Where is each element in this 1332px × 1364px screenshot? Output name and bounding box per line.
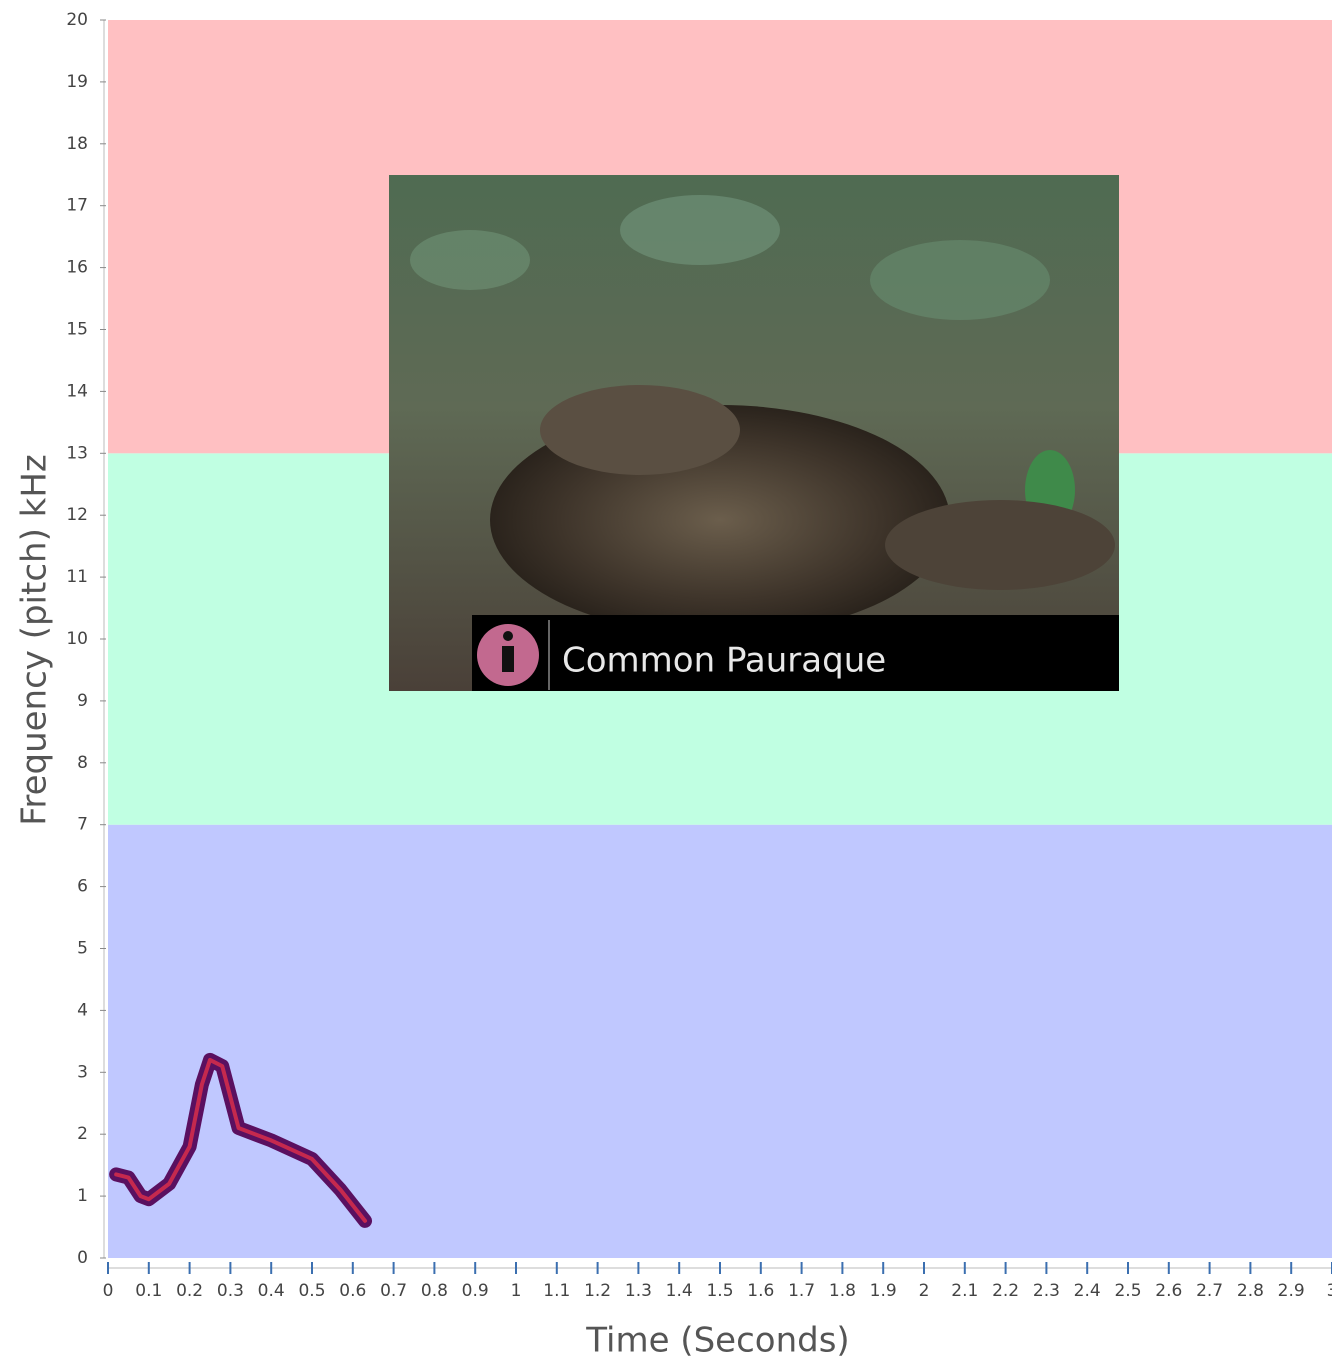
x-tick-label: 2.5: [1114, 1281, 1141, 1301]
x-axis-title: Time (Seconds): [585, 1321, 849, 1361]
x-tick-label: 3: [1327, 1281, 1332, 1301]
y-tick-label: 8: [77, 753, 88, 773]
leaf: [870, 240, 1050, 320]
bird-photo: Common Pauraque: [389, 175, 1119, 691]
species-name: Common Pauraque: [562, 641, 886, 681]
x-tick-label: 1.1: [543, 1281, 570, 1301]
y-tick-label: 14: [66, 381, 88, 401]
x-tick-label: 2.1: [951, 1281, 978, 1301]
x-tick-label: 1.6: [747, 1281, 774, 1301]
page: {"chart_data": { "type": "spectrogram", …: [0, 0, 1332, 1364]
x-tick-label: 0.3: [217, 1281, 244, 1301]
y-tick-label: 6: [77, 877, 88, 897]
x-tick-label: 1.5: [706, 1281, 733, 1301]
x-tick-label: 1.9: [870, 1281, 897, 1301]
x-tick-label: 2.3: [1033, 1281, 1060, 1301]
y-tick-label: 17: [66, 196, 88, 216]
bird-tail: [885, 500, 1115, 590]
info-icon-stem: [502, 646, 514, 672]
y-tick-label: 19: [66, 72, 88, 92]
y-tick-label: 16: [66, 258, 88, 278]
x-tick-label: 2.4: [1074, 1281, 1101, 1301]
bird-head: [540, 385, 740, 475]
x-tick-label: 2.9: [1278, 1281, 1305, 1301]
y-tick-label: 1: [77, 1186, 88, 1206]
x-tick-label: 2.7: [1196, 1281, 1223, 1301]
x-tick-label: 2: [919, 1281, 930, 1301]
x-tick-label: 1.2: [584, 1281, 611, 1301]
y-tick-label: 12: [66, 505, 88, 525]
y-tick-label: 3: [77, 1062, 88, 1082]
y-axis-title: Frequency (pitch) kHz: [15, 454, 55, 826]
x-tick-label: 0.5: [298, 1281, 325, 1301]
frequency-band: [108, 825, 1332, 1258]
leaf: [410, 230, 530, 290]
x-tick-label: 1.7: [788, 1281, 815, 1301]
y-tick-label: 7: [77, 815, 88, 835]
x-tick-label: 1.4: [666, 1281, 693, 1301]
y-tick-label: 11: [66, 567, 88, 587]
y-tick-label: 18: [66, 134, 88, 154]
y-tick-label: 9: [77, 691, 88, 711]
x-tick-label: 1: [511, 1281, 522, 1301]
y-tick-label: 10: [66, 629, 88, 649]
y-tick-label: 2: [77, 1124, 88, 1144]
x-tick-label: 0.8: [421, 1281, 448, 1301]
x-tick-label: 0.7: [380, 1281, 407, 1301]
x-tick-label: 2.2: [992, 1281, 1019, 1301]
x-tick-label: 0.9: [462, 1281, 489, 1301]
x-tick-label: 0.4: [258, 1281, 285, 1301]
info-icon-dot: [503, 631, 513, 641]
y-tick-label: 5: [77, 939, 88, 959]
x-tick-label: 1.3: [625, 1281, 652, 1301]
x-tick-label: 0.2: [176, 1281, 203, 1301]
y-tick-label: 4: [77, 1000, 88, 1020]
x-tick-label: 0.6: [339, 1281, 366, 1301]
x-tick-label: 0.1: [135, 1281, 162, 1301]
y-tick-label: 13: [66, 443, 88, 463]
x-tick-label: 1.8: [829, 1281, 856, 1301]
chart: Common Pauraque 012345678910111213141516…: [0, 0, 1332, 1364]
y-tick-label: 15: [66, 320, 88, 340]
leaf: [620, 195, 780, 265]
y-tick-label: 20: [66, 10, 88, 30]
x-tick-label: 2.8: [1237, 1281, 1264, 1301]
x-tick-label: 2.6: [1155, 1281, 1182, 1301]
x-tick-label: 0: [103, 1281, 114, 1301]
y-tick-label: 0: [77, 1248, 88, 1268]
